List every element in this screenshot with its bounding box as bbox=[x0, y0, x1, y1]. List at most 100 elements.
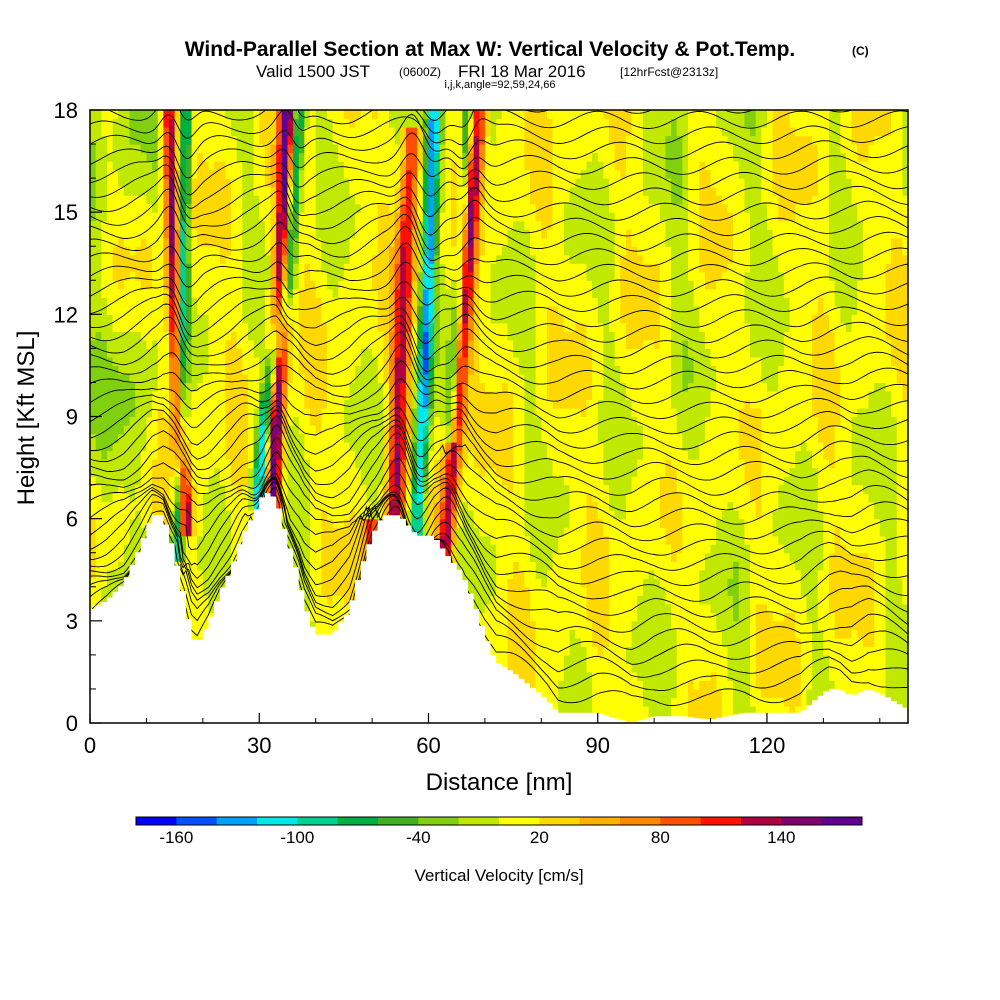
velocity-cell bbox=[546, 561, 554, 571]
velocity-cell bbox=[546, 646, 554, 656]
velocity-cell bbox=[394, 484, 401, 494]
velocity-cell bbox=[795, 544, 802, 554]
velocity-cell bbox=[394, 425, 401, 435]
velocity-cell bbox=[569, 450, 576, 460]
velocity-cell bbox=[231, 442, 238, 452]
velocity-cell bbox=[727, 476, 734, 486]
velocity-cell bbox=[242, 493, 249, 503]
velocity-cell bbox=[298, 425, 305, 435]
velocity-cell bbox=[699, 442, 706, 452]
velocity-cell bbox=[597, 612, 604, 622]
velocity-cell bbox=[671, 688, 678, 699]
velocity-cell bbox=[654, 612, 661, 622]
velocity-cell bbox=[654, 544, 661, 554]
velocity-cell bbox=[546, 671, 554, 682]
velocity-cell bbox=[812, 476, 819, 486]
velocity-cell bbox=[857, 442, 864, 452]
velocity-cell bbox=[541, 484, 548, 494]
velocity-cell bbox=[168, 459, 176, 469]
velocity-cell bbox=[750, 586, 757, 596]
velocity-cell bbox=[140, 442, 148, 452]
velocity-cell bbox=[761, 697, 768, 707]
velocity-cell bbox=[129, 476, 136, 486]
velocity-cell bbox=[360, 459, 368, 469]
velocity-cell bbox=[750, 654, 757, 665]
velocity-cell bbox=[315, 561, 322, 571]
velocity-cell bbox=[422, 467, 430, 477]
velocity-cell bbox=[552, 459, 559, 469]
velocity-cell bbox=[772, 459, 779, 469]
velocity-cell bbox=[225, 484, 232, 494]
velocity-cell bbox=[247, 467, 255, 477]
velocity-cell bbox=[834, 595, 841, 605]
velocity-cell bbox=[586, 527, 593, 537]
velocity-cell bbox=[778, 561, 785, 571]
velocity-cell bbox=[338, 578, 345, 588]
velocity-cell bbox=[829, 544, 836, 554]
velocity-cell bbox=[654, 484, 661, 494]
velocity-cell bbox=[575, 467, 582, 477]
velocity-cell bbox=[355, 510, 362, 520]
velocity-cell bbox=[129, 544, 136, 554]
velocity-cell bbox=[225, 510, 232, 520]
velocity-cell bbox=[445, 527, 452, 537]
velocity-cell bbox=[620, 603, 627, 613]
velocity-cell bbox=[372, 467, 379, 477]
velocity-cell bbox=[902, 476, 908, 486]
velocity-cell bbox=[868, 467, 875, 477]
velocity-cell bbox=[609, 501, 616, 511]
velocity-cell bbox=[501, 586, 509, 596]
velocity-cell bbox=[716, 688, 723, 699]
velocity-cell bbox=[95, 425, 102, 435]
velocity-cell bbox=[620, 578, 627, 588]
velocity-cell bbox=[761, 527, 768, 537]
velocity-cell bbox=[315, 620, 322, 630]
velocity-cell bbox=[851, 535, 858, 545]
velocity-cell bbox=[693, 663, 700, 673]
velocity-cell bbox=[326, 450, 334, 460]
velocity-cell bbox=[874, 561, 881, 571]
velocity-cell bbox=[755, 603, 762, 613]
velocity-cell bbox=[620, 620, 627, 630]
velocity-cell bbox=[467, 442, 475, 452]
velocity-cell bbox=[659, 476, 667, 486]
velocity-cell bbox=[236, 527, 243, 537]
velocity-cell bbox=[293, 510, 300, 520]
velocity-cell bbox=[682, 501, 689, 511]
velocity-cell bbox=[163, 433, 170, 443]
velocity-cell bbox=[563, 510, 571, 520]
velocity-cell bbox=[298, 552, 305, 562]
velocity-cell bbox=[823, 629, 830, 639]
velocity-cell bbox=[727, 595, 734, 605]
velocity-cell bbox=[614, 467, 621, 477]
velocity-cell bbox=[366, 467, 373, 477]
velocity-cell bbox=[862, 578, 870, 588]
velocity-cell bbox=[840, 484, 847, 494]
velocity-cell bbox=[879, 442, 887, 452]
velocity-cell bbox=[609, 603, 616, 613]
velocity-cell bbox=[806, 595, 813, 605]
velocity-cell bbox=[800, 595, 808, 605]
velocity-cell bbox=[214, 518, 221, 528]
velocity-cell bbox=[648, 450, 655, 460]
velocity-cell bbox=[625, 510, 633, 520]
velocity-cell bbox=[253, 450, 260, 460]
velocity-cell bbox=[783, 544, 791, 554]
velocity-cell bbox=[586, 697, 593, 707]
velocity-cell bbox=[851, 654, 858, 665]
velocity-cell bbox=[129, 467, 136, 477]
velocity-cell bbox=[197, 595, 204, 605]
velocity-cell bbox=[710, 654, 717, 665]
velocity-cell bbox=[716, 552, 723, 562]
velocity-cell bbox=[270, 459, 277, 469]
velocity-cell bbox=[518, 450, 525, 460]
velocity-cell bbox=[208, 535, 215, 545]
velocity-cell bbox=[682, 663, 689, 673]
velocity-cell bbox=[219, 501, 226, 511]
velocity-cell bbox=[202, 518, 210, 528]
velocity-cell bbox=[671, 518, 678, 528]
velocity-cell bbox=[180, 527, 187, 537]
velocity-cell bbox=[546, 442, 554, 452]
velocity-cell bbox=[783, 680, 791, 690]
velocity-cell bbox=[366, 484, 373, 494]
